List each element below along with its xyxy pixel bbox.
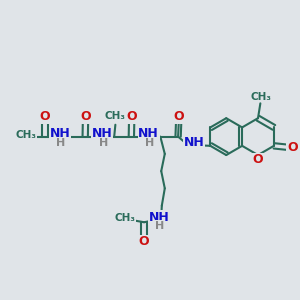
Text: CH₃: CH₃ xyxy=(16,130,37,140)
Text: H: H xyxy=(155,221,164,231)
Text: O: O xyxy=(40,110,50,123)
Text: O: O xyxy=(287,141,298,154)
Text: O: O xyxy=(126,110,137,123)
Text: O: O xyxy=(173,110,184,123)
Text: NH: NH xyxy=(138,128,159,140)
Text: H: H xyxy=(145,138,154,148)
Text: CH₃: CH₃ xyxy=(105,111,126,122)
Text: NH: NH xyxy=(148,211,169,224)
Text: H: H xyxy=(99,138,108,148)
Text: CH₃: CH₃ xyxy=(115,213,136,223)
Text: NH: NH xyxy=(184,136,205,149)
Text: NH: NH xyxy=(92,128,113,140)
Text: O: O xyxy=(80,110,91,123)
Text: CH₃: CH₃ xyxy=(250,92,272,102)
Text: NH: NH xyxy=(50,128,70,140)
Text: O: O xyxy=(139,235,149,248)
Text: O: O xyxy=(252,153,263,166)
Text: H: H xyxy=(56,138,65,148)
